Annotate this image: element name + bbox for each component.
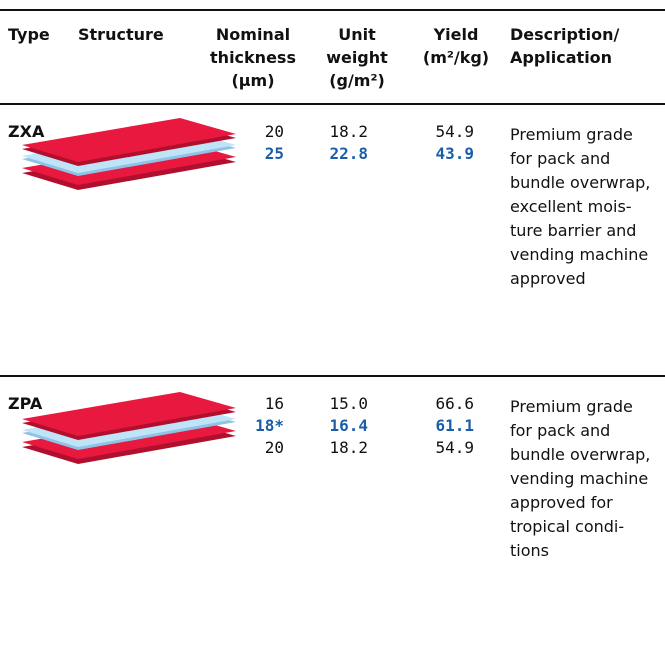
header-cell: (μm): [231, 71, 275, 90]
description-line: Premium grade: [510, 397, 633, 416]
header-cell: Description/: [510, 25, 620, 44]
weight-value: 18.2: [329, 122, 368, 141]
row-type: ZXA: [8, 122, 45, 141]
header-cell: weight: [326, 48, 388, 67]
description-line: Premium grade: [510, 125, 633, 144]
thickness-value: 25: [264, 144, 284, 163]
yield-value: 61.1: [435, 416, 474, 435]
header-cell: thickness: [210, 48, 296, 67]
thickness-value: 20: [264, 122, 284, 141]
rule: [0, 103, 665, 105]
thickness-value: 16: [264, 394, 284, 413]
header-cell: Nominal: [215, 25, 291, 44]
header-cell: (g/m²): [329, 71, 385, 90]
structure-illustration: [22, 118, 236, 190]
yield-value: 66.6: [435, 394, 474, 413]
row-type: ZPA: [8, 394, 43, 413]
description-line: bundle overwrap,: [510, 445, 651, 464]
header-cell: Application: [510, 48, 613, 67]
thickness-value: 18*: [255, 416, 284, 435]
description-line: approved: [510, 269, 586, 288]
description-line: tions: [510, 541, 549, 560]
description-line: for pack and: [510, 149, 611, 168]
description-line: ture barrier and: [510, 221, 637, 240]
description-line: vending machine: [510, 245, 649, 264]
header-cell: Unit: [338, 25, 376, 44]
description-line: approved for: [510, 493, 613, 512]
weight-value: 15.0: [329, 394, 368, 413]
description-line: bundle overwrap,: [510, 173, 651, 192]
header-cell: Structure: [78, 25, 164, 44]
description-line: excellent mois-: [510, 197, 632, 216]
yield-value: 54.9: [435, 438, 474, 457]
weight-value: 22.8: [329, 144, 368, 163]
thickness-value: 20: [264, 438, 284, 457]
header-cell: (m²/kg): [422, 48, 490, 67]
rule: [0, 375, 665, 377]
description-line: for pack and: [510, 421, 611, 440]
description-line: vending machine: [510, 469, 649, 488]
structure-illustration: [22, 392, 236, 464]
weight-value: 16.4: [329, 416, 368, 435]
yield-value: 54.9: [435, 122, 474, 141]
description-line: tropical condi-: [510, 517, 625, 536]
header-cell: Yield: [433, 25, 479, 44]
header-cell: Type: [8, 25, 50, 44]
yield-value: 43.9: [435, 144, 474, 163]
weight-value: 18.2: [329, 438, 368, 457]
rule: [0, 9, 665, 11]
